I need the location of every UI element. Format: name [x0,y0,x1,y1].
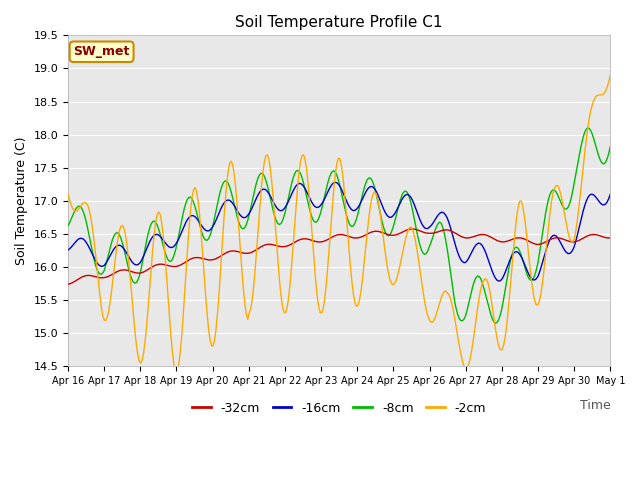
Legend: -32cm, -16cm, -8cm, -2cm: -32cm, -16cm, -8cm, -2cm [187,396,492,420]
Title: Soil Temperature Profile C1: Soil Temperature Profile C1 [236,15,443,30]
Text: Time: Time [579,399,611,412]
Text: SW_met: SW_met [74,45,130,58]
Y-axis label: Soil Temperature (C): Soil Temperature (C) [15,137,28,265]
